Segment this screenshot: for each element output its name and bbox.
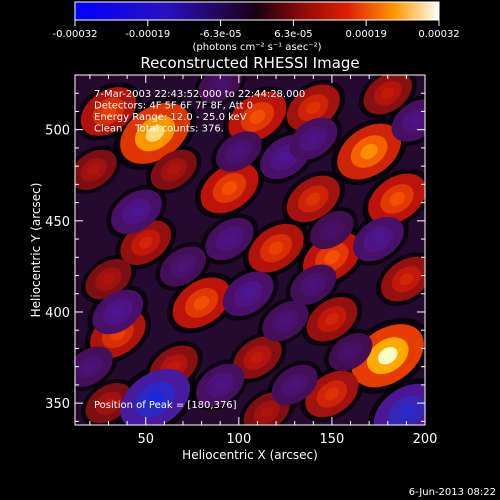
heatmap-blob-peak — [306, 132, 320, 145]
heatmap-blob-peak — [101, 104, 117, 119]
y-tick-label: 500 — [45, 124, 70, 139]
heatmap-blob-peak — [221, 181, 238, 196]
heatmap-blob-peak — [110, 305, 125, 319]
y-tick-label: 350 — [45, 397, 70, 412]
heatmap-blob-peak — [87, 164, 100, 176]
peak-position-label: Position of Peak = [180,376] — [94, 400, 237, 411]
heatmap-blob-peak — [306, 101, 321, 115]
colorbar-tick-label: -0.00019 — [125, 29, 170, 40]
heatmap-blob-peak — [214, 78, 227, 90]
heatmap-blob-peak — [324, 387, 340, 401]
heatmap-blob-peak — [241, 287, 255, 300]
chart-title: Reconstructed RHESSI Image — [140, 54, 359, 72]
heatmap-blob-peak — [344, 346, 357, 358]
heatmap-blob-peak — [167, 164, 180, 176]
heatmap-blob-peak — [145, 391, 165, 408]
heatmap-blob-peak — [260, 406, 273, 418]
heatmap-blob-peak — [102, 273, 115, 285]
heatmap-blob-peak — [371, 232, 386, 246]
heatmap-blob-peak — [307, 279, 320, 291]
colorbar-unit-label: (photons cm⁻² s⁻¹ asec⁻²) — [192, 42, 321, 53]
colorbar-tick-label: 6.3e-05 — [274, 29, 312, 40]
heatmap-blob-peak — [268, 241, 284, 255]
heatmap-blob-peak — [193, 295, 210, 310]
x-tick-label: 50 — [137, 432, 154, 447]
annotation-line: Detectors: 4F 5F 6F 7F 8F, Att 0 — [94, 101, 253, 112]
colorbar-tick-label: 0.00019 — [346, 29, 387, 40]
heatmap-blob-peak — [83, 361, 97, 373]
heatmap-blob-peak — [409, 114, 423, 127]
colorbar-ticks: -0.00032 -0.00019 -6.3e-05 6.3e-05 0.00019 0.… — [53, 20, 460, 40]
colorbar-tick-label: -0.00032 — [53, 29, 98, 40]
heatmap-blob-peak — [213, 379, 227, 391]
annotation-line: Clean Total counts: 376. — [94, 124, 224, 135]
heatmap-blob-peak — [279, 315, 292, 327]
colorbar — [74, 1, 440, 21]
x-tick-label: 200 — [413, 432, 438, 447]
heatmap-blob-peak — [326, 224, 338, 236]
heatmap-blob-peak — [360, 143, 378, 160]
heatmap-blob-peak — [278, 150, 293, 164]
x-tick-label: 100 — [226, 432, 251, 447]
heatmap-blob-peak — [306, 192, 321, 206]
x-axis-label: Heliocentric X (arcsec) — [182, 448, 318, 462]
heatmap-blob-peak — [250, 351, 264, 364]
y-tick-label: 450 — [45, 215, 70, 230]
y-axis-label: Heliocentric Y (arcsec) — [29, 183, 43, 318]
heatmap-blob-peak — [145, 124, 165, 142]
heatmap-image — [75, 75, 425, 425]
heatmap-blob-peak — [129, 205, 144, 218]
heatmap-blob-peak — [325, 313, 339, 326]
y-tick-label: 400 — [45, 306, 70, 321]
heatmap-blob-peak — [378, 347, 398, 365]
heatmap-blob-peak — [176, 260, 190, 272]
plot-frame — [74, 74, 426, 426]
heatmap-blob-peak — [389, 191, 405, 206]
heatmap-blob-peak — [399, 273, 414, 286]
colorbar-tick-label: 0.00032 — [418, 29, 459, 40]
heatmap-blob-peak — [222, 233, 237, 245]
heatmap-blob-peak — [138, 236, 153, 249]
heatmap-blob-peak — [288, 379, 301, 391]
heatmap-blob-peak — [397, 404, 416, 421]
axes: 50 100 150 200 350 400 450 500 — [45, 74, 438, 447]
heatmap-blob-peak — [324, 250, 340, 265]
annotation-line: 7-Mar-2003 22:43:52.000 to 22:44:28.000 — [94, 89, 305, 100]
heatmap-blob-peak — [102, 397, 115, 409]
annotation-line: Energy Range: 12.0 - 25.0 keV — [94, 112, 247, 123]
annotation-block: 7-Mar-2003 22:43:52.000 to 22:44:28.000D… — [94, 89, 305, 135]
heatmap-blob-peak — [381, 87, 395, 100]
heatmap-blob-peak — [232, 145, 246, 158]
x-tick-label: 150 — [320, 432, 345, 447]
colorbar-tick-label: -6.3e-05 — [200, 29, 242, 40]
footer-date: 6-Jun-2013 08:22 — [409, 487, 496, 498]
heatmap-blob-peak — [249, 109, 266, 124]
